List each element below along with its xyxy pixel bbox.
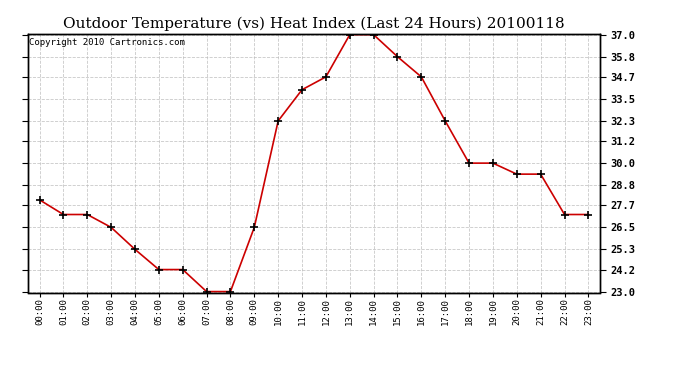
Title: Outdoor Temperature (vs) Heat Index (Last 24 Hours) 20100118: Outdoor Temperature (vs) Heat Index (Las… xyxy=(63,17,564,31)
Text: Copyright 2010 Cartronics.com: Copyright 2010 Cartronics.com xyxy=(29,38,185,46)
